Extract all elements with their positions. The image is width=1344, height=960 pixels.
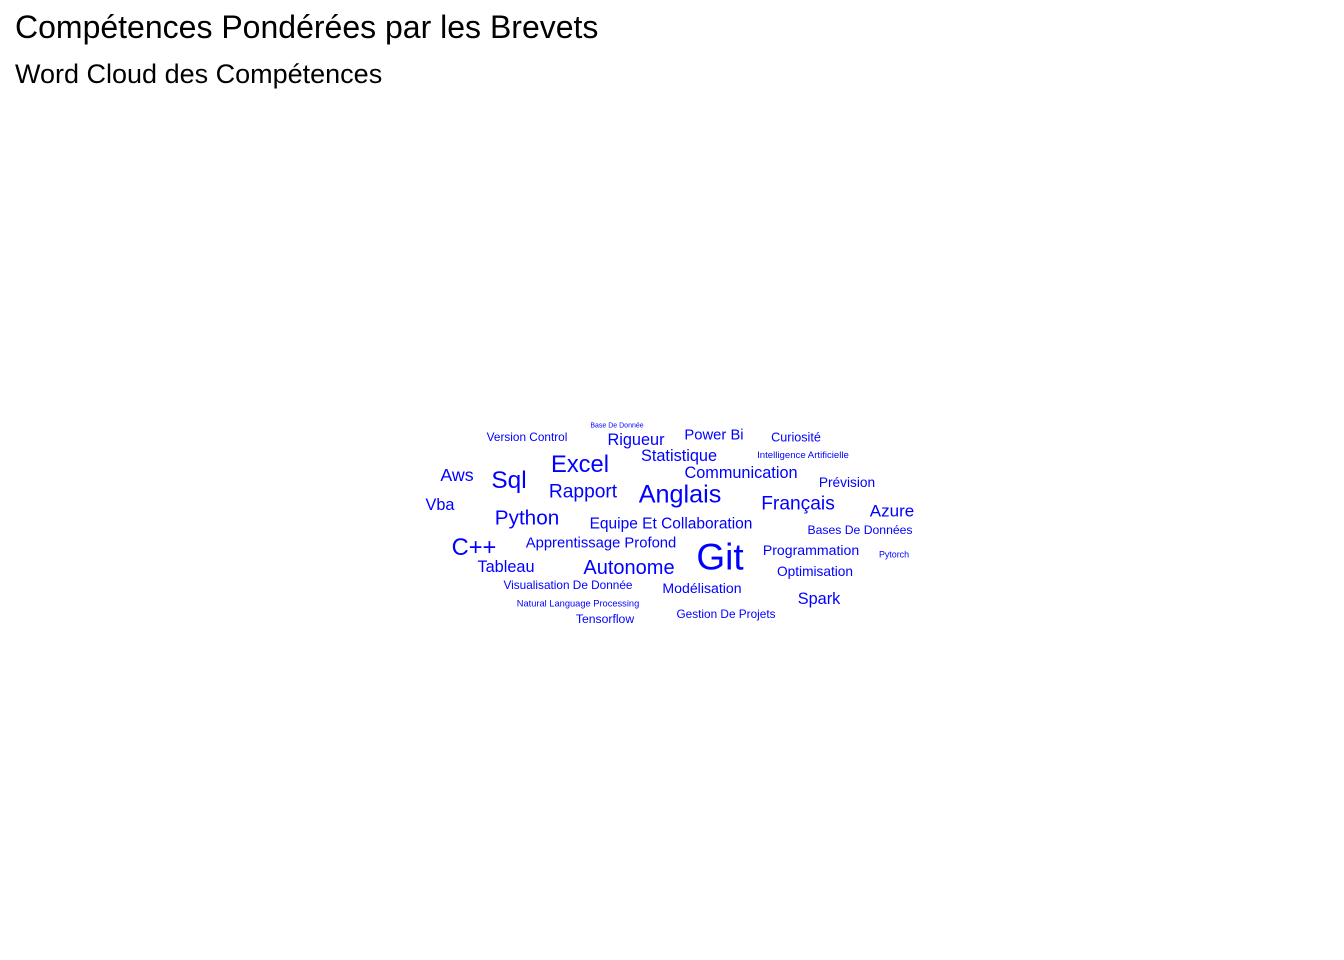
- word-statistique: Statistique: [640, 446, 718, 465]
- word-optimisation: Optimisation: [776, 564, 854, 580]
- word-bases-de-donn-es: Bases De Données: [807, 522, 913, 537]
- word-equipe-et-collaboration: Equipe Et Collaboration: [589, 515, 753, 533]
- chart-title: Word Cloud des Compétences: [15, 59, 383, 89]
- page-title: Compétences Pondérées par les Brevets: [15, 9, 599, 45]
- word-version-control: Version Control: [486, 430, 568, 445]
- word-intelligence-artificielle: Intelligence Artificielle: [757, 450, 849, 462]
- word-git: Git: [696, 536, 744, 578]
- word-tableau: Tableau: [477, 557, 535, 576]
- word-c: C++: [451, 535, 497, 562]
- word-aws: Aws: [440, 465, 474, 486]
- word-rigueur: Rigueur: [607, 430, 665, 449]
- word-vba: Vba: [425, 495, 455, 514]
- word-pytorch: Pytorch: [878, 549, 910, 560]
- word-pr-vision: Prévision: [818, 475, 876, 491]
- word-excel: Excel: [551, 452, 609, 479]
- word-gestion-de-projets: Gestion De Projets: [676, 607, 776, 622]
- word-azure: Azure: [869, 501, 915, 521]
- word-apprentissage-profond: Apprentissage Profond: [525, 535, 677, 552]
- word-visualisation-de-donn-e: Visualisation De Donnée: [503, 578, 633, 593]
- word-communication: Communication: [684, 463, 798, 482]
- word-sql: Sql: [491, 466, 527, 494]
- word-base-de-donn-e: Base De Donnée: [590, 422, 644, 430]
- word-fran-ais: Français: [761, 493, 835, 515]
- word-rapport: Rapport: [548, 481, 618, 503]
- word-python: Python: [494, 506, 560, 530]
- word-natural-language-processing: Natural Language Processing: [516, 598, 640, 609]
- word-anglais: Anglais: [638, 480, 722, 509]
- word-curiosit: Curiosité: [771, 430, 821, 445]
- word-power-bi: Power Bi: [684, 427, 744, 444]
- word-programmation: Programmation: [762, 541, 860, 558]
- word-spark: Spark: [797, 589, 841, 608]
- word-autonome: Autonome: [583, 557, 675, 579]
- word-mod-lisation: Modélisation: [662, 579, 742, 596]
- word-tensorflow: Tensorflow: [575, 611, 635, 626]
